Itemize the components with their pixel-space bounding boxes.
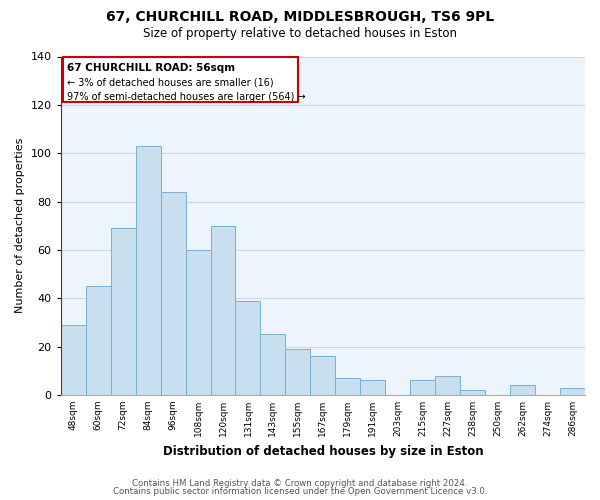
Bar <box>161 192 185 395</box>
Text: 97% of semi-detached houses are larger (564) →: 97% of semi-detached houses are larger (… <box>67 92 305 102</box>
Text: Size of property relative to detached houses in Eston: Size of property relative to detached ho… <box>143 28 457 40</box>
Bar <box>460 390 485 395</box>
Bar <box>185 250 211 395</box>
FancyBboxPatch shape <box>63 56 298 102</box>
Bar <box>335 378 361 395</box>
Bar <box>510 386 535 395</box>
Bar <box>136 146 161 395</box>
Bar <box>86 286 110 395</box>
Bar <box>435 376 460 395</box>
Bar <box>560 388 585 395</box>
Bar <box>61 325 86 395</box>
X-axis label: Distribution of detached houses by size in Eston: Distribution of detached houses by size … <box>163 444 483 458</box>
Text: ← 3% of detached houses are smaller (16): ← 3% of detached houses are smaller (16) <box>67 77 274 87</box>
Bar <box>235 300 260 395</box>
Text: Contains HM Land Registry data © Crown copyright and database right 2024.: Contains HM Land Registry data © Crown c… <box>132 478 468 488</box>
Bar <box>211 226 235 395</box>
Bar <box>110 228 136 395</box>
Bar <box>260 334 286 395</box>
Bar <box>361 380 385 395</box>
Y-axis label: Number of detached properties: Number of detached properties <box>15 138 25 314</box>
Bar <box>286 349 310 395</box>
Text: Contains public sector information licensed under the Open Government Licence v3: Contains public sector information licen… <box>113 487 487 496</box>
Text: 67, CHURCHILL ROAD, MIDDLESBROUGH, TS6 9PL: 67, CHURCHILL ROAD, MIDDLESBROUGH, TS6 9… <box>106 10 494 24</box>
Bar <box>410 380 435 395</box>
Bar <box>310 356 335 395</box>
Text: 67 CHURCHILL ROAD: 56sqm: 67 CHURCHILL ROAD: 56sqm <box>67 62 235 72</box>
